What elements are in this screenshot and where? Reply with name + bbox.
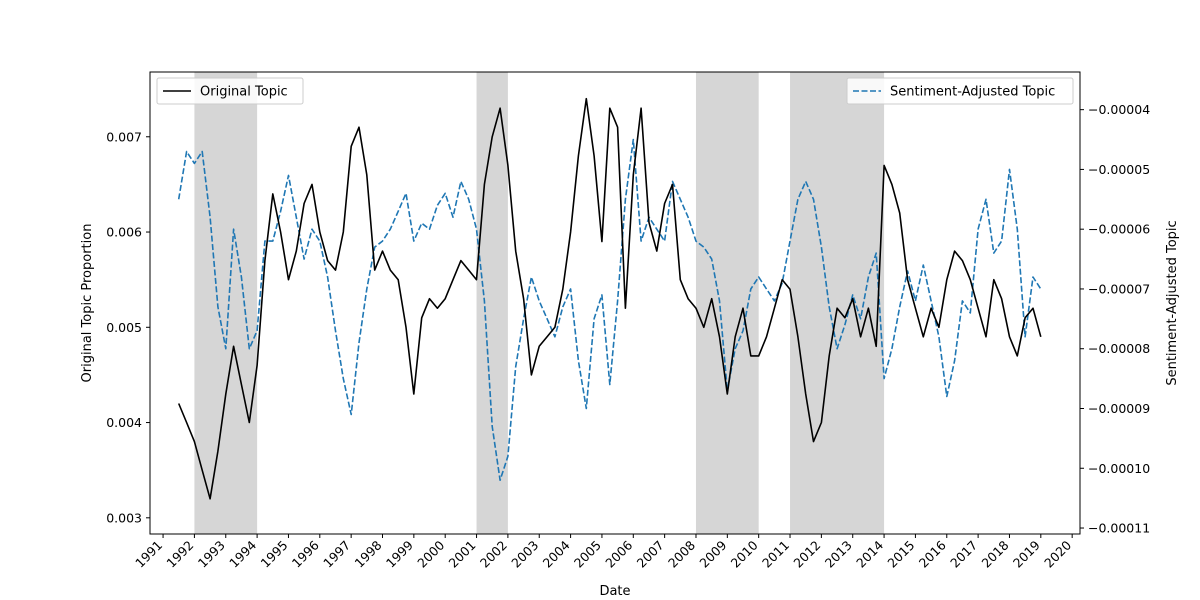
legend-sentiment-adjusted-topic: Sentiment-Adjusted Topic <box>846 77 1074 105</box>
right-y-tick-label: −0.00007 <box>1088 281 1150 296</box>
right-y-tick-label: −0.00006 <box>1088 222 1150 237</box>
right-y-axis-title: Sentiment-Adjusted Topic <box>1165 220 1180 385</box>
right-y-axis: −0.00011 −0.00010 −0.00009 −0.00008 −0.00007… <box>1080 102 1150 536</box>
right-y-tick-label: −0.00009 <box>1088 401 1150 416</box>
x-axis-title: Date <box>599 584 630 599</box>
shaded-period-1 <box>194 72 258 534</box>
series-line-sentiment-adjusted-topic <box>177 138 1042 481</box>
left-y-tick-label: 0.005 <box>106 320 142 335</box>
legend-sentiment-adjusted-topic-box <box>846 77 1074 105</box>
right-y-tick-label: −0.00011 <box>1088 521 1150 536</box>
left-y-axis: 0.003 0.004 0.005 0.006 0.007 <box>106 129 150 525</box>
shaded-period-3 <box>695 72 759 534</box>
legend-original-topic: Original Topic <box>156 77 304 105</box>
shaded-period-4 <box>790 72 885 534</box>
legend-original-topic-box <box>156 77 304 105</box>
plot-frame <box>149 71 1081 535</box>
right-y-tick-label: −0.00004 <box>1088 102 1150 117</box>
legend-original-topic-label: Original Topic <box>200 85 288 100</box>
right-y-tick-label: −0.00008 <box>1088 341 1150 356</box>
legend-sentiment-adjusted-topic-label: Sentiment-Adjusted Topic <box>890 85 1055 100</box>
series-line-original-topic <box>177 97 1042 500</box>
right-y-tick-label: −0.00010 <box>1088 461 1150 476</box>
right-y-tick-label: −0.00005 <box>1088 162 1150 177</box>
left-y-tick-label: 0.003 <box>106 510 142 525</box>
left-y-tick-label: 0.006 <box>106 225 142 240</box>
left-y-tick-label: 0.007 <box>106 129 142 144</box>
left-y-tick-label: 0.004 <box>106 415 142 430</box>
left-y-axis-title: Original Topic Proportion <box>80 224 95 383</box>
shaded-periods <box>194 72 885 534</box>
shaded-period-2 <box>476 72 508 534</box>
series-lines <box>177 97 1042 500</box>
